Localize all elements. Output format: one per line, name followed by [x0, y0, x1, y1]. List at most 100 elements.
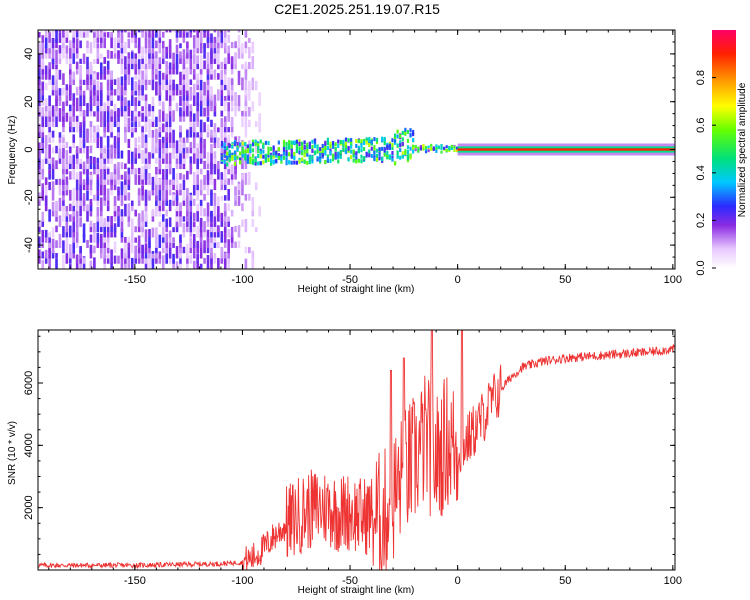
spectrogram-cell — [55, 240, 58, 248]
spectrogram-cell — [72, 229, 76, 238]
spectrogram-cell — [223, 82, 227, 91]
spectrogram-cell — [234, 59, 237, 70]
spectrogram-cell — [406, 129, 410, 134]
spectrogram-cell — [396, 134, 399, 139]
spectrogram-cell — [151, 119, 155, 128]
spectrogram-cell — [203, 160, 206, 170]
spectrogram-cell — [213, 164, 217, 175]
spectrogram-cell — [103, 234, 107, 243]
spectrogram-cell — [186, 41, 189, 49]
spectrogram-cell — [210, 192, 213, 206]
spectrogram-cell — [79, 126, 82, 133]
spectrogram-cell — [89, 68, 93, 75]
spectrogram-cell — [220, 79, 224, 85]
spectrogram-cell — [203, 257, 206, 264]
spectrogram-cell — [237, 183, 241, 191]
spectrogram-cell — [161, 72, 165, 80]
spectrogram-cell — [203, 43, 206, 54]
spectrogram-cell — [38, 81, 41, 91]
spectrogram-cell — [259, 161, 262, 166]
spectrogram-cell — [158, 221, 162, 227]
spectrogram-cell — [48, 181, 51, 191]
spectrogram-cell — [365, 140, 368, 145]
spectrogram-cell — [241, 110, 244, 117]
spectrogram-cell — [144, 94, 148, 101]
spectrogram-cell — [290, 140, 293, 145]
spectrogram-cell — [285, 157, 288, 162]
spectrogram-cell — [165, 241, 168, 248]
spectrogram-cell — [41, 126, 45, 133]
spectrogram-cell — [248, 61, 251, 70]
spectrogram-cell — [192, 93, 196, 107]
spectrogram-cell — [203, 81, 206, 96]
spectrogram-cell — [117, 255, 120, 264]
spectrogram-cell — [55, 110, 58, 117]
spectrogram-cell — [141, 30, 144, 38]
spectrogram-cell — [44, 44, 48, 54]
spectrogram-cell — [96, 43, 100, 49]
spectrogram-cell — [106, 31, 110, 38]
spectrogram-cell — [117, 205, 120, 212]
spectrogram-cell — [213, 94, 217, 107]
spectrogram-cell — [210, 135, 213, 143]
spectrogram-cell — [165, 225, 168, 233]
spectrogram-cell — [89, 220, 93, 227]
spectrogram-cell — [93, 228, 96, 243]
spectrogram-cell — [288, 139, 291, 144]
spectrogram-cell — [44, 101, 48, 112]
spectrogram-cell — [186, 90, 189, 96]
spectrogram-cell — [199, 205, 203, 217]
spectrogram-cell — [196, 30, 199, 38]
spectrogram-cell — [282, 141, 286, 146]
spectrogram-cell — [65, 256, 69, 264]
spectrogram-cell — [365, 153, 368, 158]
spectrogram-cell — [168, 254, 172, 264]
spectrogram-cell — [75, 209, 79, 217]
spectrogram-cell — [96, 108, 100, 122]
spectrogram-cell — [44, 110, 48, 117]
spectrogram-cell — [148, 152, 151, 159]
spectrogram-cell — [192, 246, 196, 259]
spectrogram-cell — [155, 236, 158, 248]
spectrogram-cell — [386, 144, 389, 149]
spectrogram-cell — [79, 71, 82, 80]
spectrogram-cell — [158, 202, 162, 212]
spectrogram-cell — [175, 261, 179, 269]
spectrogram-cell — [228, 149, 231, 154]
spectrogram-cell — [134, 245, 138, 259]
spectrogram-cell — [144, 134, 148, 143]
spectrogram-cell — [127, 192, 131, 201]
spectrogram-cell — [144, 159, 148, 170]
spectrogram-cell — [127, 244, 131, 259]
spectrogram-cell — [220, 248, 224, 259]
spectrogram-cell — [38, 90, 41, 101]
spectrogram-cell — [89, 248, 93, 259]
spectrogram-cell — [227, 51, 230, 64]
spectrogram-cell — [99, 167, 103, 180]
spectrogram-cell — [342, 147, 345, 152]
spectrogram-cell — [130, 59, 134, 70]
spectrogram-cell — [234, 196, 237, 206]
spectrogram-cell — [233, 156, 237, 161]
spectrogram-cell — [55, 252, 58, 259]
spectrogram-cell — [155, 147, 158, 154]
spectrogram-cell — [217, 214, 220, 222]
spectrogram-cell — [55, 179, 58, 185]
spectrogram-cell — [210, 64, 213, 75]
spectrogram-cell — [113, 89, 117, 96]
spectrogram-cell — [186, 217, 189, 227]
spectrogram-cell — [103, 31, 107, 38]
spectrogram-cell — [295, 160, 299, 165]
spectrogram-cell — [106, 67, 110, 75]
spectrogram-cell — [65, 221, 69, 233]
spectrogram-cell — [86, 179, 89, 185]
spectrogram-cell — [103, 166, 107, 175]
spectrogram-cell — [213, 69, 217, 80]
spectrogram-cell — [120, 30, 124, 33]
spectrogram-cell — [151, 227, 155, 238]
spectrogram-cell — [331, 144, 335, 149]
spectrogram-cell — [137, 82, 141, 91]
spectrogram-cell — [168, 189, 172, 196]
spectrogram-cell — [110, 216, 113, 227]
spectrogram-cell — [127, 100, 131, 107]
